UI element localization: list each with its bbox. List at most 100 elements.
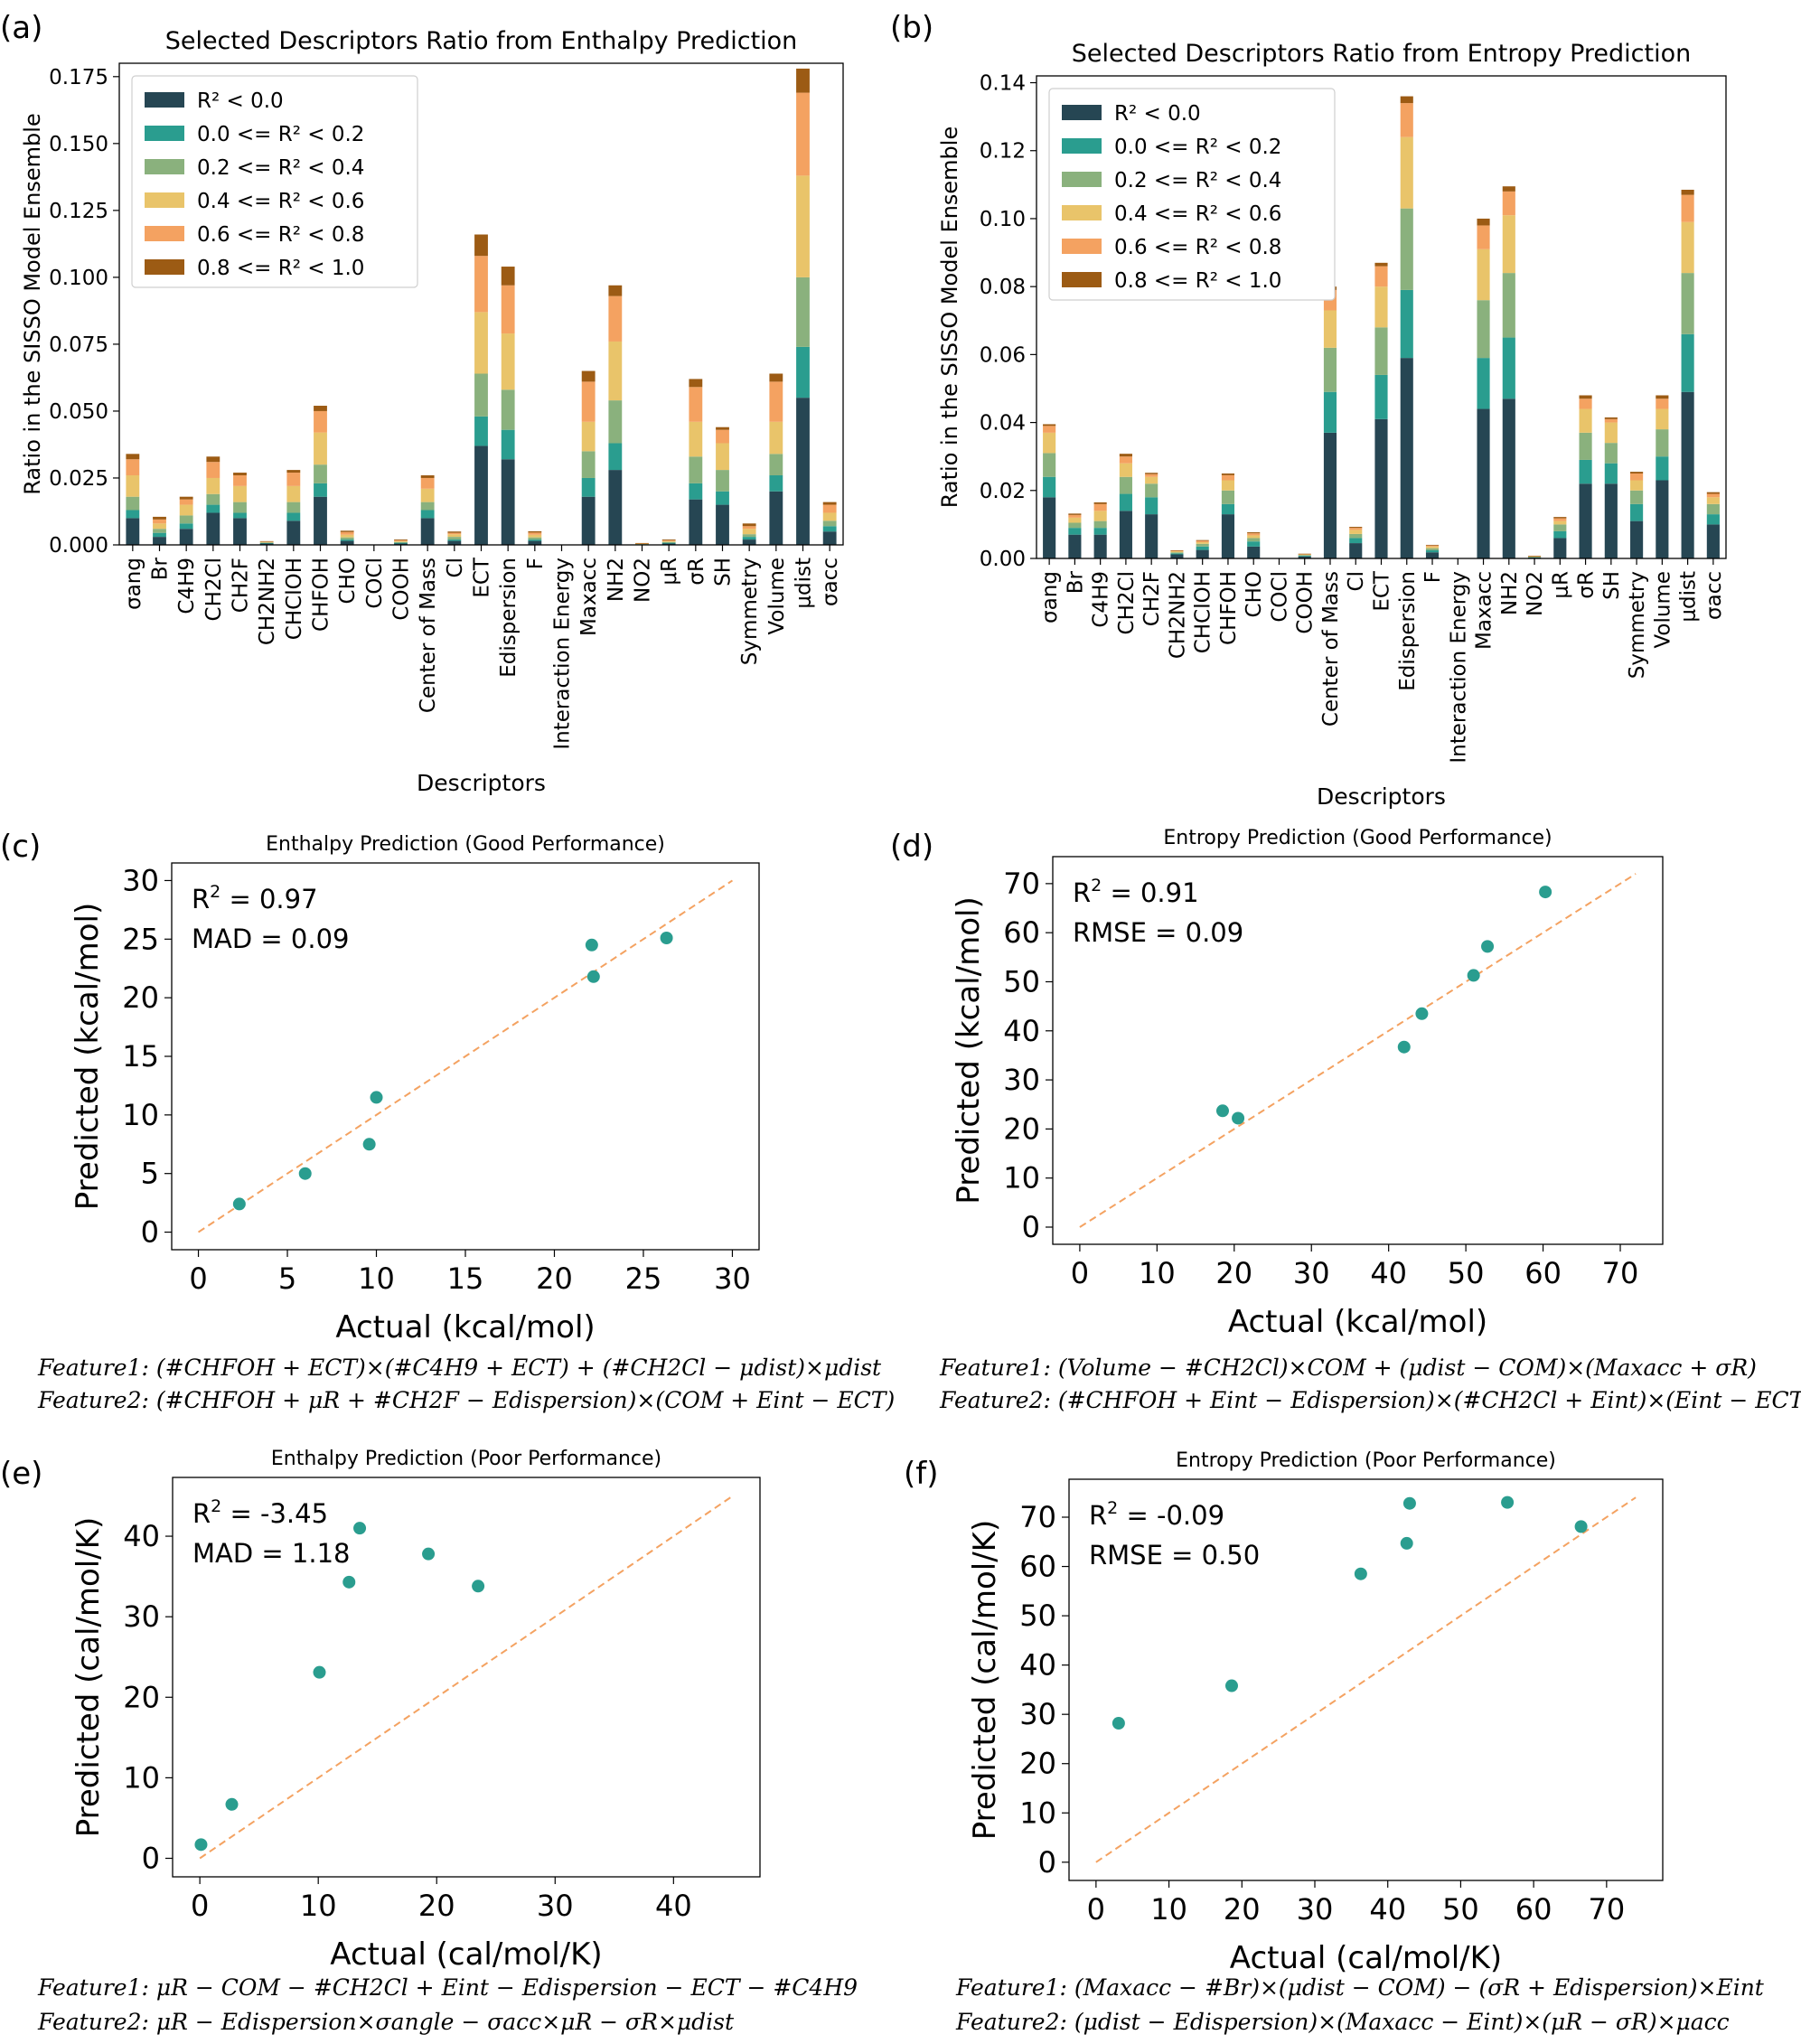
x-tick-label: C4H9: [175, 558, 199, 614]
bar-segment: [1527, 557, 1542, 558]
x-tick-label: CH2Cl: [1115, 571, 1139, 634]
y-tick-label: 0.06: [980, 343, 1026, 367]
stat-annotation: R2 = -0.09: [1089, 1498, 1224, 1531]
bar-segment: [206, 456, 220, 463]
bar-segment: [689, 421, 703, 457]
bar-segment: [716, 504, 729, 545]
y-tick-label: 10: [1019, 1796, 1056, 1830]
bar-segment: [1553, 524, 1567, 531]
legend-entry: 0.4 <= R² < 0.6: [1114, 202, 1281, 226]
bar-segment: [259, 540, 274, 542]
bar-segment: [769, 454, 783, 476]
x-tick-label: σang: [122, 558, 145, 610]
legend-entry: 0.0 <= R² < 0.2: [1114, 136, 1281, 159]
bar-segment: [340, 530, 354, 532]
x-tick-label: CH2NH2: [256, 558, 279, 645]
x-tick-label: Symmetry: [738, 558, 762, 665]
bar-segment: [179, 499, 193, 505]
bar-segment: [126, 459, 140, 476]
bar-segment: [1656, 456, 1669, 481]
data-point: [1232, 1111, 1245, 1125]
y-tick-label: 0.125: [49, 200, 108, 223]
data-point: [1481, 940, 1495, 953]
panel-label-e: (e): [0, 1456, 42, 1492]
x-tick-label: CH2F: [230, 558, 253, 613]
ideal-parity-line: [199, 1495, 734, 1860]
bar-segment: [1043, 476, 1056, 498]
bar-segment: [474, 445, 488, 545]
legend-entry: 0.2 <= R² < 0.4: [197, 156, 364, 180]
x-tick-label: COCl: [363, 558, 387, 609]
bar-segment: [1221, 490, 1235, 504]
bar-segment: [1553, 530, 1567, 539]
x-tick-label: σacc: [819, 558, 842, 606]
bar-segment: [1502, 191, 1515, 216]
bar-segment: [153, 523, 166, 530]
x-tick-label: Center of Mass: [417, 558, 440, 713]
bar-segment: [1630, 503, 1644, 521]
bar-segment: [608, 341, 623, 401]
bar-segment: [126, 510, 140, 519]
x-axis-label: Actual (kcal/mol): [1228, 1304, 1487, 1340]
bar-segment: [447, 534, 462, 538]
ideal-parity-line: [1095, 1496, 1637, 1863]
x-tick-label: σacc: [1703, 571, 1726, 620]
bar-segment: [420, 518, 435, 545]
y-tick-label: 70: [1019, 1500, 1056, 1534]
bar-segment: [581, 381, 596, 422]
bar-segment: [608, 285, 623, 296]
bar-segment: [474, 234, 488, 257]
bar-segment: [1604, 422, 1618, 444]
x-tick-label: COCl: [1268, 571, 1291, 623]
y-tick-label: 50: [1019, 1599, 1056, 1633]
data-point: [1354, 1567, 1367, 1580]
x-tick-label: CHO: [1243, 571, 1266, 617]
scatter-chart-d: Entropy Prediction (Good Performance) 0 10…: [951, 827, 1664, 1340]
bar-segment: [233, 473, 247, 476]
y-tick-label: 20: [122, 980, 159, 1015]
bar-segment: [1068, 522, 1082, 529]
bar-segment: [420, 477, 435, 489]
y-tick-label: 0.00: [980, 548, 1026, 571]
x-tick-label: COOH: [390, 558, 414, 621]
bar-segment: [822, 520, 837, 527]
x-axis-label: Actual (cal/mol/K): [330, 1936, 602, 1973]
x-tick-label: NH2: [605, 558, 628, 602]
data-point: [225, 1797, 239, 1811]
chart-title: Enthalpy Prediction (Good Performance): [266, 833, 665, 856]
bar-segment: [1323, 347, 1337, 392]
chart-title: Entropy Prediction (Good Performance): [1163, 827, 1552, 849]
bar-segment: [501, 285, 515, 334]
bar-segment: [153, 519, 166, 524]
bar-segment: [796, 175, 810, 277]
bar-segment: [286, 512, 301, 521]
bar-segment: [1196, 539, 1209, 541]
x-tick-label: 10: [1150, 1892, 1187, 1927]
bar-segment: [1170, 550, 1184, 552]
bar-segment: [153, 516, 166, 520]
panel-label-a: (a): [0, 10, 42, 46]
bar-segment: [769, 475, 783, 492]
bar-segment: [1298, 556, 1311, 558]
bar-segment: [447, 540, 462, 545]
bar-segment: [1247, 535, 1261, 539]
bar-segment: [1425, 552, 1440, 558]
scatter-chart-e: Enthalpy Prediction (Poor Performance) 0 1…: [70, 1448, 761, 1973]
bar-segment: [474, 416, 488, 446]
data-point: [472, 1580, 485, 1593]
bar-segment: [716, 427, 729, 430]
x-axis-label: Actual (kcal/mol): [335, 1309, 595, 1345]
bar-segment: [206, 512, 220, 545]
x-tick-label: μR: [658, 558, 681, 586]
bar-segment: [1221, 473, 1235, 475]
bar-segment: [1604, 443, 1618, 464]
bar-segment: [501, 429, 515, 460]
x-tick-label: Volume: [765, 558, 789, 635]
data-point: [1415, 1007, 1429, 1020]
stat-annotation: MAD = 1.18: [192, 1538, 351, 1569]
y-tick-label: 30: [123, 1599, 160, 1634]
y-tick-label: 40: [1003, 1014, 1040, 1048]
data-point: [1539, 886, 1552, 899]
legend-swatch: [1062, 272, 1102, 287]
y-tick-label: 40: [1019, 1648, 1056, 1683]
